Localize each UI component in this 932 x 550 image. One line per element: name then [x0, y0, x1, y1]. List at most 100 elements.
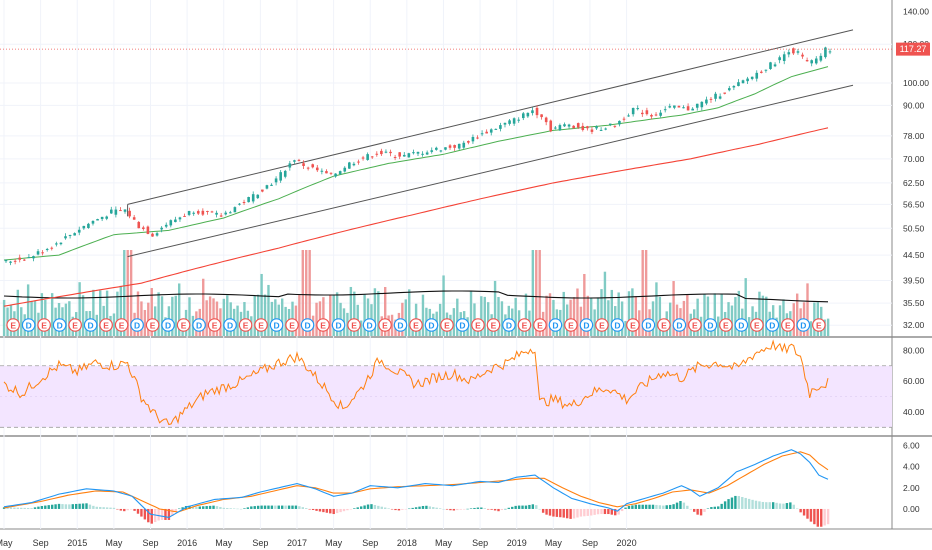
marker-label: D — [26, 321, 32, 331]
dividend-marker[interactable] — [610, 318, 625, 332]
marker-label: E — [243, 321, 249, 331]
earnings-marker[interactable] — [6, 318, 20, 332]
dividend-marker[interactable] — [21, 318, 36, 332]
macd-histogram-bar — [236, 508, 239, 510]
earnings-marker[interactable] — [688, 318, 702, 332]
candle-body — [586, 126, 589, 129]
macd-histogram-bar — [730, 497, 734, 509]
marker-label: D — [645, 321, 651, 331]
macd-histogram-bar — [311, 508, 315, 511]
earnings-marker[interactable] — [719, 318, 733, 332]
dividend-marker[interactable] — [703, 318, 718, 332]
earnings-marker[interactable] — [440, 318, 454, 332]
earnings-marker[interactable] — [533, 318, 547, 332]
dividend-marker[interactable] — [734, 318, 749, 332]
dividend-marker[interactable] — [796, 318, 811, 332]
dividend-marker[interactable] — [52, 318, 67, 332]
macd-axis-label: 0.00 — [903, 504, 920, 514]
dividend-marker[interactable] — [161, 318, 175, 332]
rsi-pane[interactable] — [0, 339, 892, 428]
volume-bar — [349, 286, 353, 336]
candle-body — [279, 172, 282, 181]
earnings-marker[interactable] — [564, 318, 578, 332]
macd-histogram-bar — [689, 508, 692, 510]
earnings-marker[interactable] — [595, 318, 609, 332]
macd-histogram-bar — [432, 507, 435, 509]
time-axis[interactable]: May Sep 2015 May Sep 2016 May Sep 2017 May Sep 2018… — [0, 538, 637, 548]
candle-body — [659, 112, 662, 116]
macd-histogram-bar — [425, 505, 428, 509]
dividend-marker[interactable] — [192, 318, 206, 332]
earnings-marker[interactable] — [517, 318, 532, 332]
earnings-marker[interactable] — [471, 318, 485, 332]
candle-body — [828, 51, 832, 53]
candle-body — [91, 220, 95, 224]
dividend-marker[interactable] — [424, 318, 439, 332]
earnings-marker[interactable] — [409, 318, 423, 332]
dividend-marker[interactable] — [362, 318, 377, 332]
earnings-marker[interactable] — [657, 318, 671, 332]
dividend-marker[interactable] — [130, 318, 144, 332]
dividend-marker[interactable] — [223, 318, 237, 332]
volume-bar — [33, 300, 37, 336]
earnings-marker[interactable] — [285, 318, 299, 332]
earnings-marker[interactable] — [378, 318, 392, 332]
dividend-marker[interactable] — [672, 318, 687, 332]
channel-upper-line[interactable] — [127, 29, 854, 205]
macd-histogram-bar — [565, 508, 569, 519]
marker-label: E — [41, 321, 47, 331]
macd-histogram-bar — [483, 508, 486, 509]
dividend-marker[interactable] — [83, 318, 98, 332]
macd-histogram-bar — [301, 507, 304, 509]
earnings-marker[interactable] — [114, 318, 129, 332]
macd-histogram-bar — [298, 506, 301, 509]
dividend-marker[interactable] — [269, 318, 284, 332]
earnings-marker[interactable] — [254, 318, 268, 332]
time-axis-label: Sep — [472, 538, 488, 548]
volume-bar — [208, 296, 212, 336]
dividend-marker[interactable] — [502, 318, 516, 332]
earnings-marker[interactable] — [145, 318, 160, 332]
dividend-marker[interactable] — [579, 318, 594, 332]
volume-bar — [535, 250, 538, 336]
earnings-marker[interactable] — [176, 318, 191, 332]
earnings-marker[interactable] — [99, 318, 113, 332]
macd-line — [3, 449, 829, 518]
dividend-marker[interactable] — [455, 318, 470, 332]
earnings-marker[interactable] — [37, 318, 51, 332]
macd-histogram-bar — [638, 504, 641, 509]
candle-body — [338, 171, 342, 175]
earnings-marker[interactable] — [238, 318, 253, 332]
dividend-marker[interactable] — [765, 318, 780, 332]
macd-histogram-bar — [531, 504, 535, 509]
macd-pane[interactable] — [2, 449, 830, 527]
earnings-marker[interactable] — [68, 318, 82, 332]
marker-label: D — [676, 321, 682, 331]
volume-bar — [806, 283, 809, 336]
volume-bar — [171, 296, 174, 336]
earnings-marker[interactable] — [626, 318, 640, 332]
volume-bar — [438, 303, 442, 336]
earnings-marker[interactable] — [347, 318, 361, 332]
earnings-marker[interactable] — [486, 318, 501, 332]
dividend-marker[interactable] — [641, 318, 656, 332]
volume-bar — [603, 271, 607, 336]
volume-bar — [713, 293, 716, 336]
dividend-marker[interactable] — [393, 318, 408, 332]
marker-label: E — [212, 321, 218, 331]
candle-body — [36, 251, 40, 255]
dividend-marker[interactable] — [548, 318, 563, 332]
macd-histogram-bar — [256, 505, 260, 509]
earnings-marker[interactable] — [812, 318, 826, 332]
earnings-marker[interactable] — [781, 318, 795, 332]
earnings-marker[interactable] — [750, 318, 764, 332]
macd-histogram-bar — [9, 507, 13, 509]
dividend-marker[interactable] — [300, 318, 315, 332]
candle-body — [247, 197, 250, 203]
dividend-marker[interactable] — [331, 318, 346, 332]
channel-lower-line[interactable] — [127, 84, 854, 258]
earnings-marker[interactable] — [207, 318, 222, 332]
earnings-marker[interactable] — [316, 318, 330, 332]
